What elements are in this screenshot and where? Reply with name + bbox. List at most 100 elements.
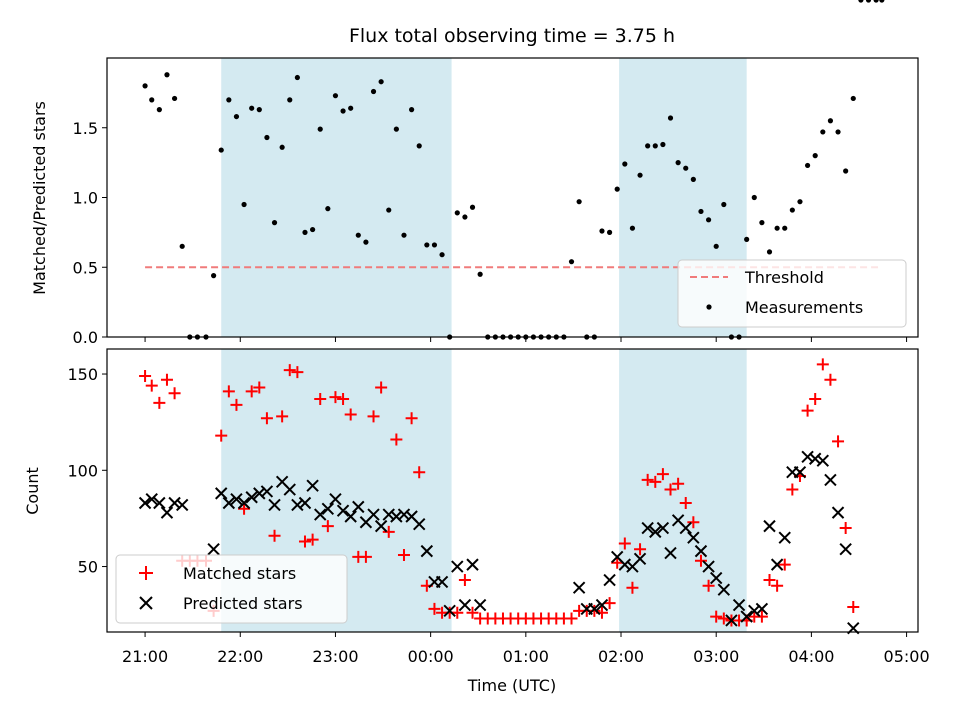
measurement-point <box>804 162 811 169</box>
y-tick-label: 150 <box>67 365 98 384</box>
matched-star-point <box>405 412 418 425</box>
matched-star-point <box>245 385 258 398</box>
predicted-star-point <box>687 531 700 544</box>
x-tick-label: 22:00 <box>217 647 263 666</box>
y-tick-label: 1.0 <box>73 189 98 208</box>
predicted-star-point <box>230 492 243 506</box>
predicted-star-point <box>603 573 616 587</box>
measurement-point <box>378 79 384 85</box>
top-y-ticks: 0.0 0.5 1.0 1.5 <box>73 119 107 347</box>
matched-star-point <box>451 606 464 619</box>
matched-star-point <box>291 366 304 379</box>
predicted-star-point <box>588 602 601 616</box>
matched-star-point <box>337 393 350 406</box>
matched-star-point <box>283 364 296 377</box>
x-tick-label: 21:00 <box>122 647 168 666</box>
predicted-star-point <box>268 498 281 512</box>
predicted-star-point <box>755 602 769 616</box>
predicted-star-point <box>808 452 822 465</box>
measurement-point <box>241 201 247 208</box>
measurement-point <box>645 143 651 149</box>
matched-star-point <box>215 429 228 442</box>
matched-star-point <box>771 579 784 592</box>
x-tick-label: 05:00 <box>884 647 930 666</box>
matched-star-point <box>717 612 730 625</box>
measurement-point <box>355 232 361 238</box>
measurement-point <box>812 153 818 159</box>
chart-title: Flux total observing time = 3.75 h <box>349 25 675 47</box>
x-tick-label: 02:00 <box>598 647 644 666</box>
predicted-star-point <box>138 496 152 510</box>
predicted-star-point <box>160 506 174 519</box>
matched-star-point <box>626 581 639 594</box>
y-tick-label: 1.5 <box>73 119 98 138</box>
measurement-point <box>843 168 849 174</box>
measurement-point <box>310 226 316 233</box>
matched-star-point <box>816 358 829 371</box>
matched-star-point <box>755 610 768 623</box>
matched-star-point <box>276 410 289 423</box>
matched-star-point <box>809 393 822 406</box>
predicted-star-point <box>740 610 753 623</box>
predicted-star-point <box>352 500 365 514</box>
predicted-star-point <box>245 491 258 504</box>
measurement-point <box>149 97 155 103</box>
predicted-star-point <box>466 558 479 571</box>
predicted-star-point <box>344 510 357 523</box>
predicted-star-point <box>793 466 807 479</box>
matched-star-point <box>641 473 654 486</box>
measurement-point <box>302 229 308 235</box>
predicted-star-point <box>770 558 784 571</box>
predicted-star-point <box>633 552 647 566</box>
predicted-star-point <box>473 598 487 612</box>
predicted-star-point <box>443 604 456 618</box>
matched-star-point <box>153 396 166 409</box>
predicted-star-point <box>649 525 662 539</box>
matched-star-point <box>222 385 235 398</box>
matched-star-point <box>344 408 357 421</box>
matched-star-point <box>413 466 426 479</box>
matched-star-point <box>390 433 403 446</box>
predicted-star-point <box>390 510 403 523</box>
predicted-star-point <box>664 546 677 560</box>
bottom-legend: Matched stars Predicted stars <box>115 554 348 624</box>
matched-star-point <box>160 373 173 386</box>
predicted-star-point <box>367 508 380 521</box>
measurement-point <box>256 107 262 113</box>
matched-star-point <box>321 520 334 533</box>
predicted-star-point <box>420 544 434 558</box>
predicted-star-point <box>145 492 158 506</box>
measurement-point <box>363 239 369 245</box>
measurement-point <box>652 143 658 149</box>
measurement-point <box>873 0 879 3</box>
measurement-point <box>865 0 872 3</box>
measurement-point <box>386 207 392 213</box>
matched-star-point <box>375 381 388 394</box>
measurement-point <box>614 186 620 192</box>
bottom-x-ticks: 21:00 22:00 23:00 00:00 01:00 02:00 03:00 04:00… <box>122 632 930 666</box>
measurement-point <box>332 93 339 99</box>
matched-star-point <box>382 525 395 538</box>
predicted-star-point <box>329 492 342 506</box>
matched-star-point <box>306 533 319 546</box>
measurement-point <box>233 113 240 120</box>
predicted-star-point <box>413 517 426 531</box>
matched-star-point <box>565 612 578 625</box>
measurement-point <box>171 95 178 102</box>
measurement-point <box>667 115 674 121</box>
measurement-point <box>606 229 613 235</box>
predicted-star-point <box>725 614 738 627</box>
predicted-star-point <box>679 521 692 535</box>
predicted-star-point <box>435 575 449 589</box>
measurement-point <box>766 249 773 255</box>
matched-star-point <box>694 554 707 567</box>
y-tick-label: 0.5 <box>73 258 98 277</box>
bottom-legend-box <box>115 554 348 624</box>
legend-predicted-swatch <box>139 596 153 610</box>
measurement-point <box>462 214 468 220</box>
predicted-star-point <box>748 604 761 618</box>
predicted-star-point <box>374 519 388 533</box>
measurement-point <box>142 83 148 89</box>
matched-star-point <box>801 404 814 417</box>
predicted-star-point <box>237 496 251 510</box>
